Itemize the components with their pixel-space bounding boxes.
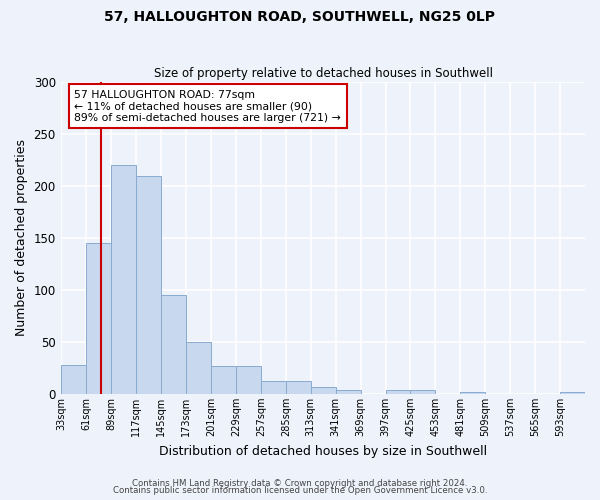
Bar <box>410 390 436 394</box>
Bar <box>335 390 361 394</box>
Text: 57, HALLOUGHTON ROAD, SOUTHWELL, NG25 0LP: 57, HALLOUGHTON ROAD, SOUTHWELL, NG25 0L… <box>104 10 496 24</box>
Bar <box>111 165 136 394</box>
Text: Contains public sector information licensed under the Open Government Licence v3: Contains public sector information licen… <box>113 486 487 495</box>
Bar <box>211 366 236 394</box>
Title: Size of property relative to detached houses in Southwell: Size of property relative to detached ho… <box>154 66 493 80</box>
Bar <box>61 365 86 394</box>
Bar <box>236 366 261 394</box>
Text: 57 HALLOUGHTON ROAD: 77sqm
← 11% of detached houses are smaller (90)
89% of semi: 57 HALLOUGHTON ROAD: 77sqm ← 11% of deta… <box>74 90 341 123</box>
Bar <box>86 243 111 394</box>
Bar <box>386 390 410 394</box>
Bar <box>186 342 211 394</box>
Bar <box>560 392 585 394</box>
Bar <box>261 382 286 394</box>
Bar <box>311 386 335 394</box>
Bar <box>460 392 485 394</box>
Y-axis label: Number of detached properties: Number of detached properties <box>15 140 28 336</box>
Text: Contains HM Land Registry data © Crown copyright and database right 2024.: Contains HM Land Registry data © Crown c… <box>132 478 468 488</box>
Bar <box>286 382 311 394</box>
Bar <box>161 295 186 394</box>
X-axis label: Distribution of detached houses by size in Southwell: Distribution of detached houses by size … <box>159 444 487 458</box>
Bar <box>136 176 161 394</box>
